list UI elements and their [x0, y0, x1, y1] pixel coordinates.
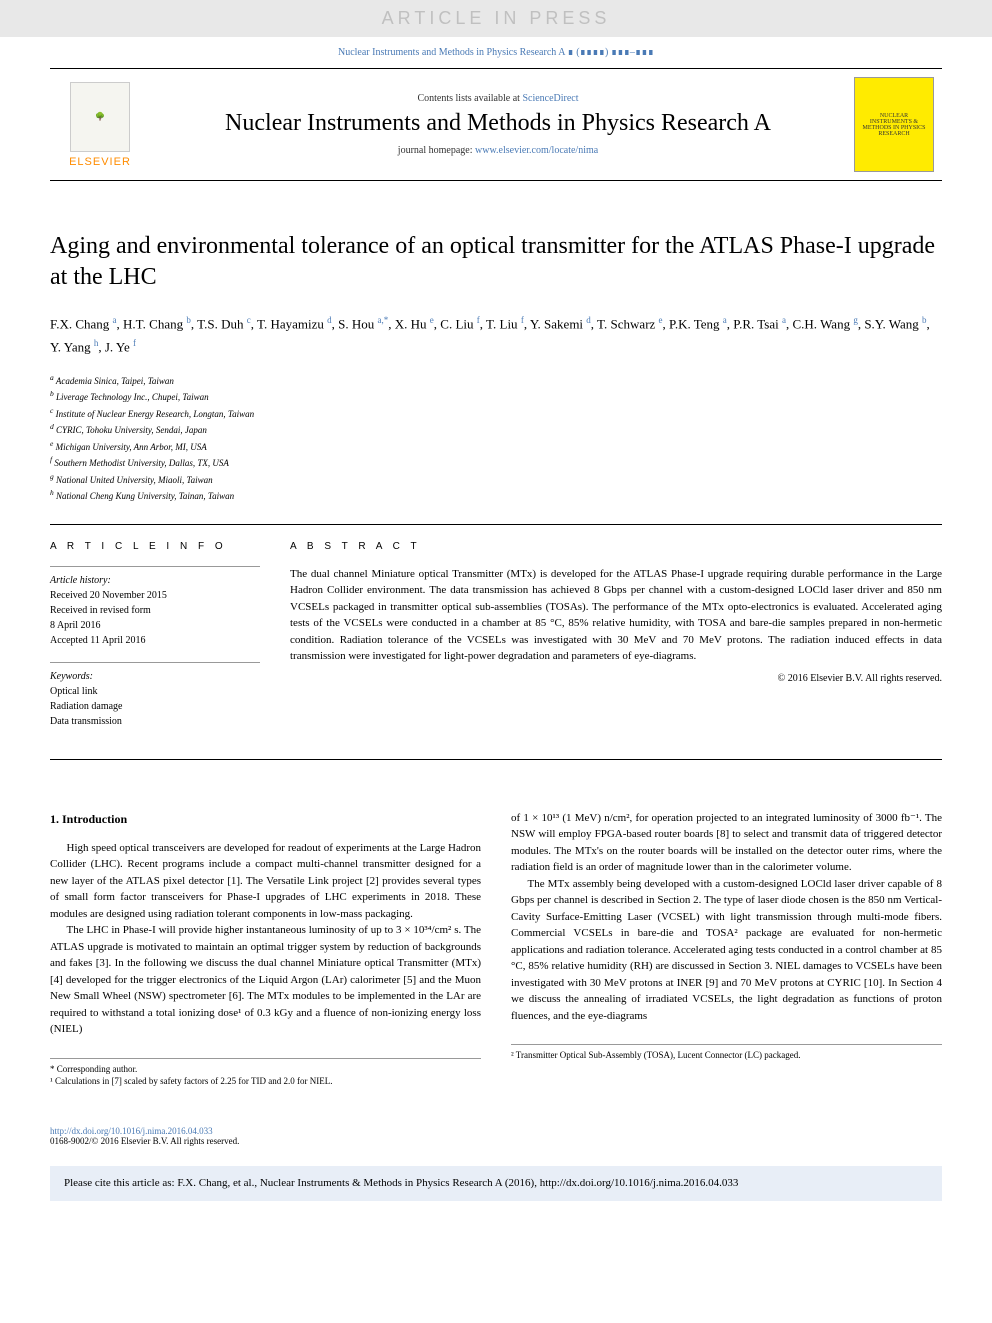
keywords-block: Keywords: Optical link Radiation damage … — [50, 662, 260, 729]
contents-prefix: Contents lists available at — [417, 93, 522, 104]
abstract-text: The dual channel Miniature optical Trans… — [290, 566, 942, 665]
elsevier-label: ELSEVIER — [69, 156, 131, 168]
article-info-column: A R T I C L E I N F O Article history: R… — [50, 541, 260, 743]
body-paragraph: The MTx assembly being developed with a … — [511, 876, 942, 1025]
keyword: Optical link — [50, 684, 260, 699]
elsevier-tree-icon: 🌳 — [70, 82, 130, 152]
affiliations-list: a Academia Sinica, Taipei, Taiwanb Liver… — [50, 372, 942, 504]
article-in-press-banner: ARTICLE IN PRESS — [0, 0, 992, 37]
citation-header: Nuclear Instruments and Methods in Physi… — [0, 37, 992, 68]
journal-title: Nuclear Instruments and Methods in Physi… — [160, 110, 836, 137]
body-paragraph: of 1 × 10¹³ (1 MeV) n/cm², for operation… — [511, 810, 942, 876]
journal-cover-thumbnail: NUCLEAR INSTRUMENTS & METHODS IN PHYSICS… — [854, 77, 934, 172]
section-heading-intro: 1. Introduction — [50, 810, 481, 828]
sciencedirect-link[interactable]: ScienceDirect — [522, 93, 578, 104]
abstract-column: A B S T R A C T The dual channel Miniatu… — [290, 541, 942, 743]
journal-homepage-line: journal homepage: www.elsevier.com/locat… — [160, 145, 836, 156]
history-line: Accepted 11 April 2016 — [50, 633, 260, 648]
citation-box: Please cite this article as: F.X. Chang,… — [50, 1166, 942, 1201]
footnotes-left: * Corresponding author. ¹ Calculations i… — [50, 1058, 481, 1088]
footnote-2: ² Transmitter Optical Sub-Assembly (TOSA… — [511, 1049, 942, 1062]
doi-link[interactable]: http://dx.doi.org/10.1016/j.nima.2016.04… — [50, 1126, 942, 1136]
corresponding-author-note: * Corresponding author. — [50, 1063, 481, 1076]
doi-block: http://dx.doi.org/10.1016/j.nima.2016.04… — [0, 1126, 992, 1146]
keyword: Data transmission — [50, 714, 260, 729]
contents-available-line: Contents lists available at ScienceDirec… — [160, 93, 836, 104]
history-line: 8 April 2016 — [50, 618, 260, 633]
journal-homepage-link[interactable]: www.elsevier.com/locate/nima — [475, 145, 598, 156]
keywords-label: Keywords: — [50, 669, 260, 684]
elsevier-logo: 🌳 ELSEVIER — [50, 70, 150, 180]
abstract-copyright: © 2016 Elsevier B.V. All rights reserved… — [290, 673, 942, 684]
journal-header: 🌳 ELSEVIER Contents lists available at S… — [50, 68, 942, 181]
body-paragraph: High speed optical transceivers are deve… — [50, 840, 481, 923]
homepage-prefix: journal homepage: — [398, 145, 475, 156]
footnote-1: ¹ Calculations in [7] scaled by safety f… — [50, 1075, 481, 1088]
issn-copyright: 0168-9002/© 2016 Elsevier B.V. All right… — [50, 1136, 942, 1146]
author-list: F.X. Chang a, H.T. Chang b, T.S. Duh c, … — [50, 313, 942, 357]
history-line: Received in revised form — [50, 603, 260, 618]
body-text-columns: 1. Introduction High speed optical trans… — [50, 810, 942, 1088]
article-title: Aging and environmental tolerance of an … — [50, 231, 942, 293]
footnotes-right: ² Transmitter Optical Sub-Assembly (TOSA… — [511, 1044, 942, 1062]
keyword: Radiation damage — [50, 699, 260, 714]
article-history-block: Article history: Received 20 November 20… — [50, 566, 260, 648]
history-label: Article history: — [50, 573, 260, 588]
right-column: of 1 × 10¹³ (1 MeV) n/cm², for operation… — [511, 810, 942, 1088]
article-info-heading: A R T I C L E I N F O — [50, 541, 260, 552]
left-column: 1. Introduction High speed optical trans… — [50, 810, 481, 1088]
history-line: Received 20 November 2015 — [50, 588, 260, 603]
abstract-heading: A B S T R A C T — [290, 541, 942, 552]
body-paragraph: The LHC in Phase-I will provide higher i… — [50, 922, 481, 1038]
